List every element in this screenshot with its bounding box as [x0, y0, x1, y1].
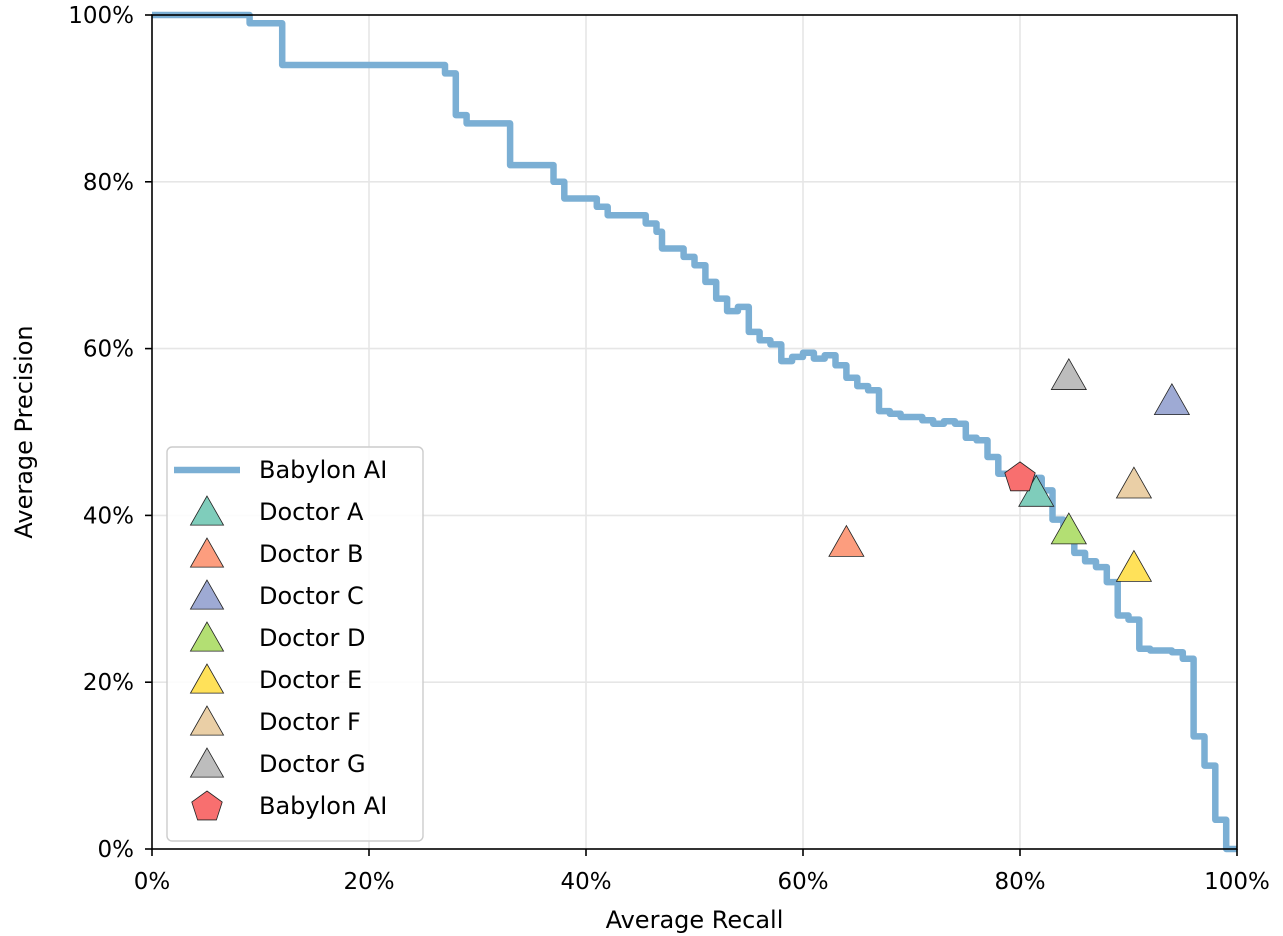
- legend-label: Babylon AI: [259, 792, 387, 820]
- x-tick-label: 80%: [994, 869, 1045, 895]
- babylon-ai-marker: [1004, 461, 1036, 492]
- x-axis-label: Average Recall: [606, 906, 784, 934]
- y-tick-label: 60%: [83, 337, 134, 363]
- plot-frame: [151, 14, 1238, 850]
- legend-triangle-swatch: [189, 495, 225, 526]
- y-tick-label: 80%: [83, 170, 134, 196]
- doctor-d-marker: [1050, 512, 1087, 545]
- legend-triangle-swatch: [189, 537, 225, 568]
- legend-label: Doctor A: [259, 498, 364, 526]
- series-layer: [152, 11, 1237, 853]
- legend-label: Doctor G: [259, 750, 366, 778]
- legend-label: Doctor F: [259, 708, 361, 736]
- doctor-g-marker: [1050, 357, 1087, 390]
- x-tick-label: 20%: [343, 869, 394, 895]
- x-tick-label: 60%: [777, 869, 828, 895]
- doctor-c-marker: [1153, 382, 1191, 415]
- legend-pentagon-swatch: [191, 790, 223, 821]
- legend-label: Babylon AI: [259, 456, 387, 484]
- legend-item-babylon-ai: Babylon AI: [174, 456, 387, 484]
- y-tick-label: 0%: [98, 837, 135, 863]
- x-axis-ticks: 0% 20% 40% 60% 80% 100%: [134, 849, 1270, 895]
- doctor-b-marker: [828, 524, 865, 557]
- legend-label: Doctor B: [259, 540, 363, 568]
- legend-item-doctor-c: Doctor C: [189, 579, 364, 610]
- legend-item-doctor-d: Doctor D: [189, 621, 365, 652]
- legend-item-babylon-ai: Babylon AI: [191, 790, 387, 821]
- legend-item-doctor-b: Doctor B: [189, 537, 363, 568]
- legend-triangle-swatch: [189, 663, 225, 694]
- y-tick-label: 20%: [83, 670, 134, 696]
- legend-item-doctor-g: Doctor G: [189, 747, 366, 778]
- legend: Babylon AI Doctor A Doctor B Doctor C Doctor…: [166, 446, 424, 842]
- doctor-e-marker: [1115, 549, 1153, 582]
- legend-label: Doctor E: [259, 666, 362, 694]
- legend-item-doctor-a: Doctor A: [189, 495, 364, 526]
- y-tick-label: 40%: [83, 503, 134, 529]
- babylon-ai-line: [152, 11, 1237, 853]
- legend-item-doctor-f: Doctor F: [189, 705, 361, 736]
- legend-label: Doctor C: [259, 582, 364, 610]
- legend-box: [166, 446, 424, 842]
- legend-triangle-swatch: [189, 747, 225, 778]
- legend-triangle-swatch: [189, 579, 225, 610]
- x-tick-label: 100%: [1204, 869, 1270, 895]
- doctor-f-marker: [1115, 466, 1153, 499]
- x-tick-label: 0%: [134, 869, 171, 895]
- legend-triangle-swatch: [189, 705, 225, 736]
- y-tick-label: 100%: [68, 3, 134, 29]
- x-tick-label: 40%: [560, 869, 611, 895]
- y-axis-label: Average Precision: [10, 325, 38, 538]
- legend-item-doctor-e: Doctor E: [189, 663, 362, 694]
- y-axis-ticks: 0% 20% 40% 60% 80% 100%: [68, 3, 152, 863]
- legend-label: Doctor D: [259, 624, 365, 652]
- legend-triangle-swatch: [189, 621, 225, 652]
